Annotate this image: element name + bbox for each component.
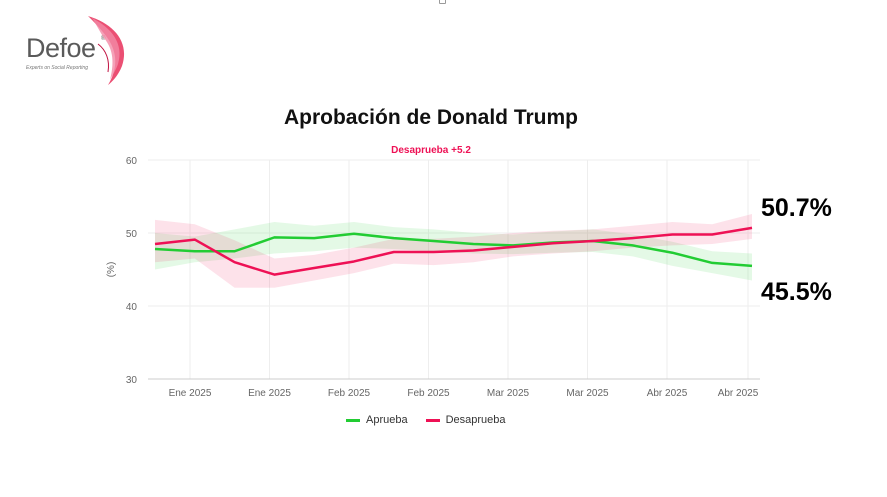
- x-tick-label: Mar 2025: [566, 388, 609, 399]
- legend-swatch-approve: [346, 418, 360, 422]
- y-axis-label: (%): [106, 262, 117, 278]
- legend-item-disapprove[interactable]: Desaprueba: [425, 414, 506, 426]
- y-tick-label: 50: [126, 229, 138, 240]
- x-tick-label: Feb 2025: [407, 388, 450, 399]
- x-tick-label: Abr 2025: [718, 388, 759, 399]
- chart-legend: Aprueba Desaprueba: [346, 414, 506, 426]
- y-tick-label: 60: [126, 156, 138, 167]
- y-tick-label: 30: [126, 375, 138, 386]
- logo-registered-mark: ®: [101, 36, 106, 42]
- logo-ribbon-icon: [88, 16, 125, 85]
- series-line-disapprove: [154, 226, 753, 276]
- x-tick-label: Ene 2025: [248, 388, 291, 399]
- x-tick-label: Feb 2025: [328, 388, 371, 399]
- series-line-approve: [154, 232, 753, 268]
- logo-wordmark: Defoe: [26, 33, 96, 63]
- chart-subtitle: Desaprueba +5.2: [391, 145, 471, 156]
- chart-title: Aprobación de Donald Trump: [283, 106, 578, 129]
- legend-label-approve: Aprueba: [366, 414, 408, 426]
- resize-handle-top[interactable]: [439, 0, 446, 4]
- x-tick-label: Ene 2025: [169, 388, 212, 399]
- y-tick-label: 40: [126, 302, 138, 313]
- legend-label-disapprove: Desaprueba: [445, 414, 506, 426]
- x-tick-label: Mar 2025: [487, 388, 530, 399]
- legend-swatch-disapprove: [425, 418, 440, 422]
- defoe-logo: Defoe ® Experts on Social Reporting: [22, 14, 137, 86]
- logo-tagline: Experts on Social Reporting: [26, 65, 88, 71]
- end-label-disapprove: 50.7%: [761, 194, 832, 222]
- x-tick-label: Abr 2025: [647, 388, 688, 399]
- end-label-approve: 45.5%: [761, 278, 832, 306]
- legend-item-approve[interactable]: Aprueba: [346, 414, 408, 426]
